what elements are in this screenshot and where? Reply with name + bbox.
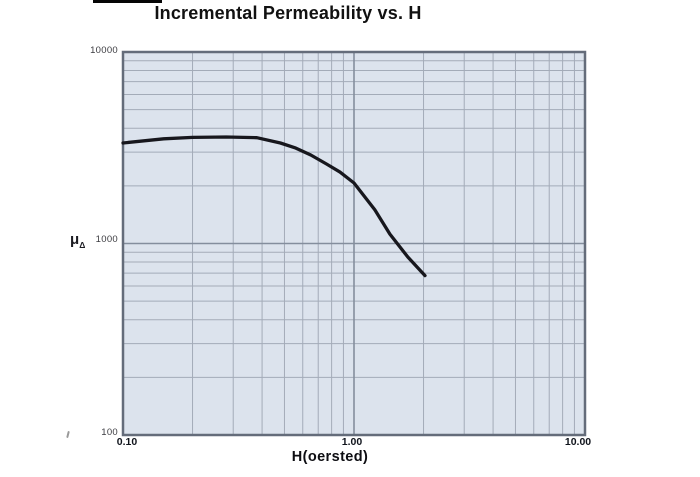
x-tick-1-00: 1.00 [341, 436, 363, 448]
x-tick-10-00: 10.00 [564, 436, 592, 448]
chart-title: Incremental Permeability vs. H [154, 3, 422, 23]
y-axis-label: μΔ [70, 231, 85, 250]
x-axis-label: H(oersted) [291, 449, 369, 465]
plot-border [121, 50, 587, 437]
scan-artifact-bar [93, 0, 162, 3]
y-tick-100: 100 [101, 427, 118, 438]
y-tick-10000: 10000 [90, 45, 118, 56]
delta-subscript: Δ [79, 240, 86, 250]
permeability-curve [121, 135, 427, 278]
y-tick-1000: 1000 [95, 234, 118, 245]
mu-symbol: μ [70, 231, 80, 248]
x-tick-0-10: 0.10 [116, 436, 138, 448]
